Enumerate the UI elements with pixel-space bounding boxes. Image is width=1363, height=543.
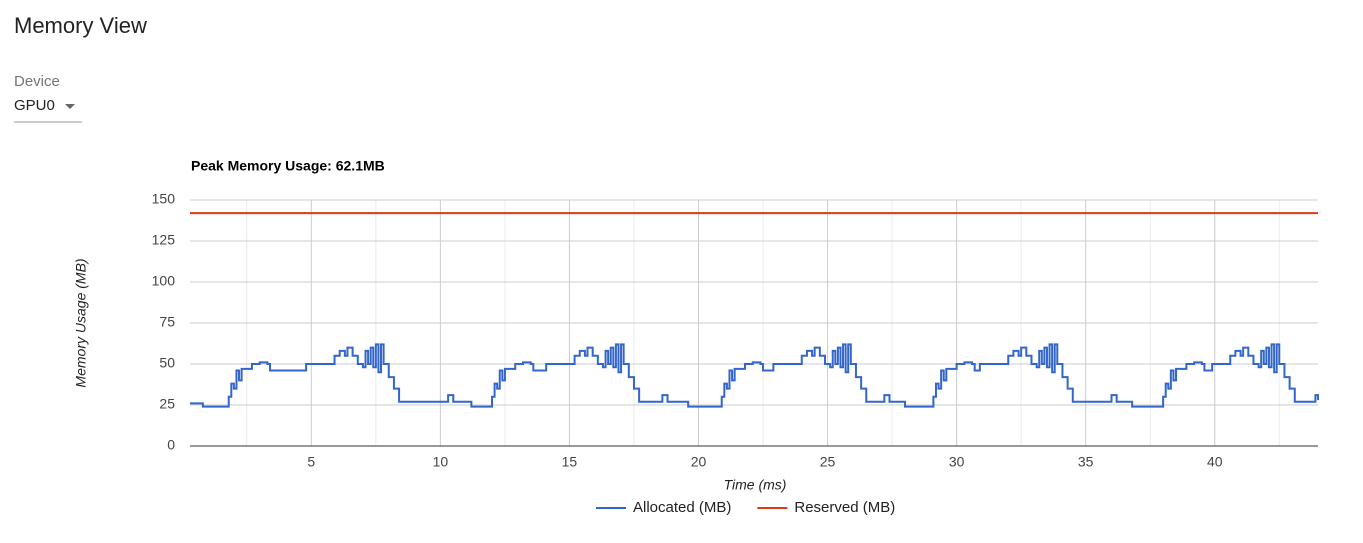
legend-label: Reserved (MB) [794, 499, 895, 516]
device-label: Device [14, 73, 60, 90]
x-tick-label: 40 [1207, 454, 1223, 470]
y-tick-label: 25 [159, 396, 175, 412]
y-tick-label: 125 [152, 232, 176, 248]
dropdown-caret[interactable] [65, 104, 75, 109]
page-title: Memory View [14, 13, 147, 38]
x-tick-label: 15 [562, 454, 578, 470]
y-tick-label: 100 [152, 273, 176, 289]
grid: 5 10 15 20 25 30 35 40 0 25 50 75 100 125 150 [152, 191, 1318, 470]
y-tick-label: 150 [152, 191, 176, 207]
x-tick-label: 20 [691, 454, 707, 470]
y-tick-label: 75 [159, 314, 175, 330]
x-tick-label: 35 [1078, 454, 1094, 470]
plot [190, 212, 1319, 408]
legend: Allocated (MB) Reserved (MB) [596, 499, 895, 516]
y-axis-label: Memory Usage (MB) [73, 258, 89, 387]
legend-label: Allocated (MB) [633, 499, 731, 516]
x-tick-label: 10 [433, 454, 449, 470]
y-tick-label: 0 [167, 437, 175, 453]
device-select[interactable]: GPU0 [14, 97, 82, 123]
series-line [190, 343, 1319, 408]
y-tick-label: 50 [159, 355, 175, 371]
x-tick-label: 30 [949, 454, 965, 470]
x-tick-label: 5 [307, 454, 315, 470]
device-value[interactable]: GPU0 [14, 97, 55, 114]
chart-title: Peak Memory Usage: 62.1MB [191, 158, 385, 174]
x-tick-label: 25 [820, 454, 836, 470]
x-axis-label: Time (ms) [724, 477, 787, 493]
